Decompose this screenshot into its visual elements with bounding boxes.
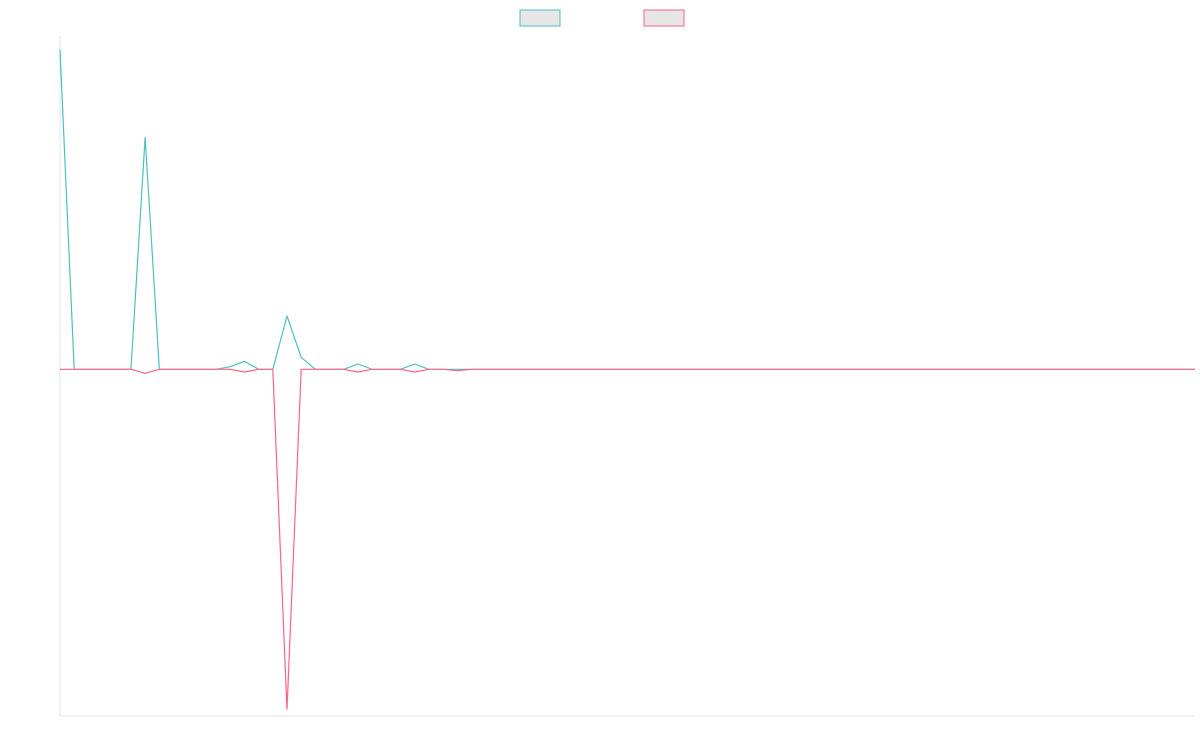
chart-axes — [59, 36, 1195, 717]
series-line-1 — [60, 368, 1195, 710]
legend-swatch-1[interactable] — [643, 9, 685, 27]
series-line-0 — [59, 49, 1195, 370]
series-layer — [59, 49, 1195, 710]
chart-legend — [519, 9, 685, 27]
legend-swatch-0[interactable] — [519, 9, 561, 27]
